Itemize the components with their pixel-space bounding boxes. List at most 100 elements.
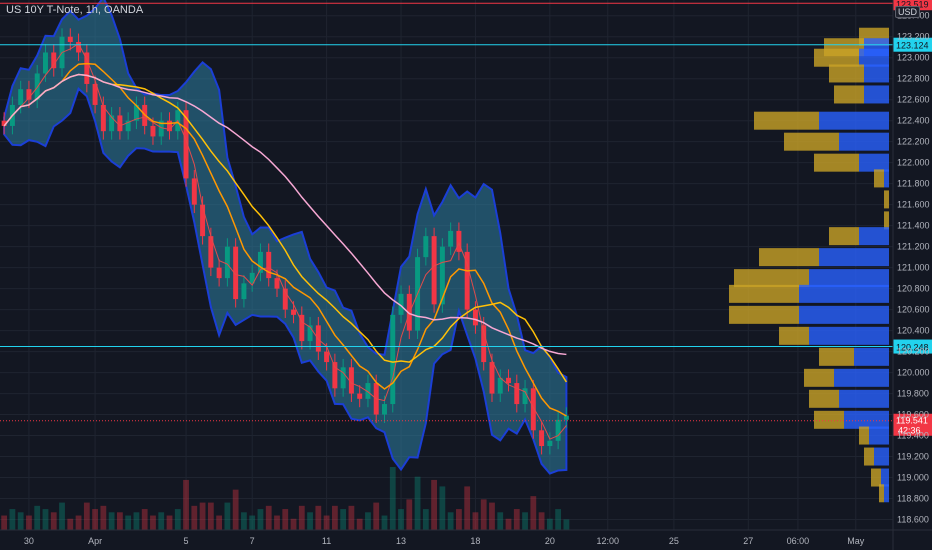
volume-bar — [274, 515, 280, 530]
candle-body — [216, 267, 222, 279]
volume-profile-up — [871, 468, 881, 487]
price-axis-tick-label: 121.000 — [897, 263, 930, 273]
volume-bar — [381, 515, 388, 530]
time-axis-tick-label: 18 — [470, 536, 480, 546]
candle-body — [481, 325, 487, 363]
price-axis-tick-label: 122.000 — [897, 158, 930, 168]
volume-bar — [480, 499, 487, 530]
volume-bar — [174, 509, 181, 530]
price-axis-tick-label: 121.600 — [897, 200, 930, 210]
volume-bar — [290, 518, 297, 530]
volume-bar — [323, 515, 330, 530]
volume-bar — [50, 512, 57, 530]
candle-body — [547, 440, 553, 447]
volume-bar — [307, 512, 313, 530]
volume-bar — [1, 515, 8, 530]
last-price-label: 119.541 — [896, 416, 928, 426]
candle-body — [109, 115, 115, 132]
volume-bar — [67, 518, 74, 530]
volume-profile-down — [874, 447, 889, 466]
volume-bar — [373, 502, 380, 530]
volume-profile-down — [839, 132, 889, 151]
candle-body — [117, 115, 123, 132]
candle-body — [464, 251, 470, 310]
candle-body — [1, 120, 7, 126]
candle-body — [84, 52, 90, 84]
last-price-countdown: 42:36 — [898, 426, 921, 436]
volume-bar — [241, 512, 247, 530]
price-axis-tick-label: 119.000 — [897, 473, 929, 483]
price-axis-tick-label: 123.200 — [897, 32, 930, 42]
volume-profile-up — [804, 368, 834, 387]
volume-bar — [398, 509, 404, 530]
volume-bar — [116, 512, 123, 530]
volume-profile-down — [884, 484, 889, 503]
candle-body — [224, 246, 230, 279]
price-axis-tick-label: 119.200 — [897, 452, 929, 462]
volume-profile-up — [864, 447, 874, 466]
ma-fast-line — [3, 62, 567, 417]
price-axis-tick-label: 119.600 — [897, 410, 929, 420]
candle-body — [158, 120, 164, 137]
volume-profile-up — [759, 248, 819, 267]
volume-profile-up — [884, 190, 889, 209]
volume-bar — [522, 512, 528, 530]
price-axis-tick-label: 119.800 — [897, 389, 929, 399]
volume-profile-up — [829, 227, 859, 246]
candle-body — [348, 367, 354, 394]
candle-body — [191, 178, 197, 205]
time-axis-tick-label: 06:00 — [787, 536, 810, 546]
volume-bar — [207, 502, 214, 530]
candle-body — [489, 362, 495, 394]
volume-bar — [456, 509, 462, 530]
price-axis-tick-label: 121.400 — [897, 221, 930, 231]
volume-bar — [422, 509, 429, 530]
volume-profile-up — [779, 326, 809, 345]
volume-bar — [365, 512, 371, 530]
volume-profile-up — [879, 484, 884, 503]
candle-body — [307, 325, 313, 342]
price-axis-tick-label: 122.400 — [897, 116, 930, 126]
volume-profile-down — [819, 111, 889, 130]
candle-body — [340, 367, 346, 389]
candle-body — [76, 41, 82, 53]
price-axis-tick-label: 120.400 — [897, 326, 930, 336]
volume-bar — [414, 476, 421, 530]
volume-bar — [348, 505, 355, 530]
chart-title: US 10Y T-Note, 1h, OANDA — [6, 4, 144, 16]
price-axis-tick-label: 121.200 — [897, 242, 930, 252]
candle-body — [555, 419, 561, 441]
price-axis-tick-label: 122.200 — [897, 137, 930, 147]
time-axis-tick-label: 5 — [184, 536, 189, 546]
volume-bar — [83, 502, 90, 530]
volume-profile-up — [874, 169, 884, 188]
volume-bar — [191, 505, 198, 530]
volume-profile-up — [834, 85, 864, 104]
candle-body — [563, 415, 569, 420]
volume-bar — [100, 505, 107, 530]
volume-profile-down — [854, 347, 889, 366]
candle-body — [332, 362, 338, 389]
volume-bar — [538, 512, 545, 530]
candle-body — [439, 246, 445, 305]
volume-bar — [216, 515, 223, 530]
candle-body — [274, 278, 280, 289]
volume-bar — [489, 502, 495, 530]
volume-profile-down — [864, 85, 889, 104]
candle-body — [423, 236, 429, 258]
ema-short-line — [3, 43, 567, 440]
price-axis-tick-label: 120.200 — [897, 347, 930, 357]
time-axis-tick-label: 20 — [545, 536, 555, 546]
volume-bar — [9, 509, 16, 530]
volume-profile-down — [839, 389, 889, 408]
price-axis-tick-label: 118.600 — [897, 515, 929, 525]
currency-badge[interactable]: USD — [894, 6, 920, 18]
candle-body — [133, 104, 139, 121]
volume-bar — [406, 499, 413, 530]
ma-slow-line — [3, 73, 567, 356]
price-level-label: 120.248 — [896, 343, 929, 353]
price-level-tag — [893, 0, 932, 11]
candle-body — [241, 283, 247, 300]
volume-bar — [298, 505, 305, 530]
